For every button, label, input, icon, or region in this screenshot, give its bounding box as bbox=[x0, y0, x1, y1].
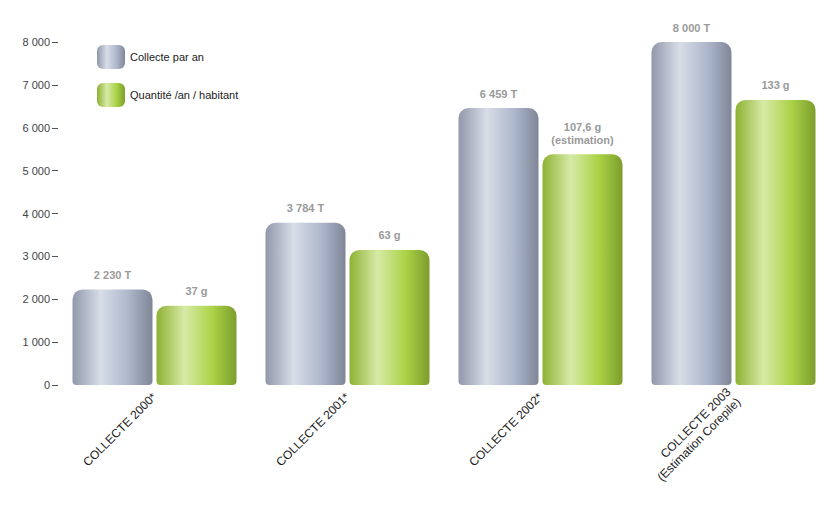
svg-text:6 000: 6 000 bbox=[22, 122, 50, 134]
svg-text:133 g: 133 g bbox=[761, 79, 789, 91]
svg-text:37 g: 37 g bbox=[185, 285, 207, 297]
svg-text:3 000: 3 000 bbox=[22, 250, 50, 262]
svg-text:8 000: 8 000 bbox=[22, 36, 50, 48]
svg-text:2 000: 2 000 bbox=[22, 293, 50, 305]
svg-text:(Estimation Corepile): (Estimation Corepile) bbox=[654, 395, 743, 484]
svg-text:COLLECTE 2003: COLLECTE 2003 bbox=[657, 385, 734, 461]
svg-text:5 000: 5 000 bbox=[22, 165, 50, 177]
svg-text:COLLECTE 2002*: COLLECTE 2002* bbox=[466, 390, 545, 469]
svg-text:Quantité /an / habitant: Quantité /an / habitant bbox=[130, 89, 238, 101]
svg-text:3 784 T: 3 784 T bbox=[287, 202, 325, 214]
svg-text:1 000: 1 000 bbox=[22, 336, 50, 348]
svg-text:107,6 g: 107,6 g bbox=[564, 121, 601, 133]
svg-text:0: 0 bbox=[44, 379, 50, 391]
svg-text:Collecte par an: Collecte par an bbox=[130, 51, 204, 63]
svg-text:4 000: 4 000 bbox=[22, 208, 50, 220]
svg-text:COLLECTE 2001*: COLLECTE 2001* bbox=[273, 390, 352, 469]
svg-text:(estimation): (estimation) bbox=[551, 134, 614, 146]
svg-text:2 230 T: 2 230 T bbox=[94, 269, 132, 281]
svg-text:7 000: 7 000 bbox=[22, 79, 50, 91]
svg-text:63 g: 63 g bbox=[378, 229, 400, 241]
svg-text:8 000 T: 8 000 T bbox=[673, 22, 711, 34]
svg-text:6 459 T: 6 459 T bbox=[480, 88, 518, 100]
svg-text:COLLECTE 2000*: COLLECTE 2000* bbox=[80, 390, 159, 469]
